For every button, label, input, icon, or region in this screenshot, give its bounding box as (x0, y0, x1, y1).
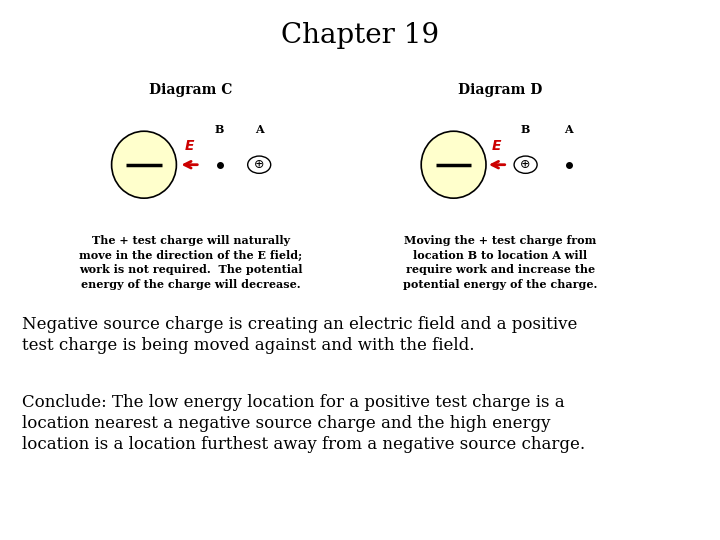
Text: Conclude: The low energy location for a positive test charge is a
location neare: Conclude: The low energy location for a … (22, 394, 585, 453)
Text: E: E (492, 139, 502, 153)
Text: Chapter 19: Chapter 19 (281, 22, 439, 49)
Circle shape (248, 156, 271, 173)
Text: ⊕: ⊕ (254, 158, 264, 171)
Text: A: A (564, 124, 573, 135)
Ellipse shape (112, 131, 176, 198)
Text: E: E (184, 139, 194, 153)
Text: Negative source charge is creating an electric field and a positive
test charge : Negative source charge is creating an el… (22, 316, 577, 354)
Text: Diagram C: Diagram C (149, 83, 233, 97)
Text: ⊕: ⊕ (521, 158, 531, 171)
Text: Moving the + test charge from
location B to location A will
require work and inc: Moving the + test charge from location B… (403, 235, 598, 289)
Text: The + test charge will naturally
move in the direction of the E field;
work is n: The + test charge will naturally move in… (79, 235, 302, 290)
Text: B: B (521, 124, 531, 135)
Text: Diagram D: Diagram D (458, 83, 543, 97)
Ellipse shape (421, 131, 486, 198)
Text: B: B (215, 124, 225, 135)
Circle shape (514, 156, 537, 173)
Text: A: A (255, 124, 264, 135)
